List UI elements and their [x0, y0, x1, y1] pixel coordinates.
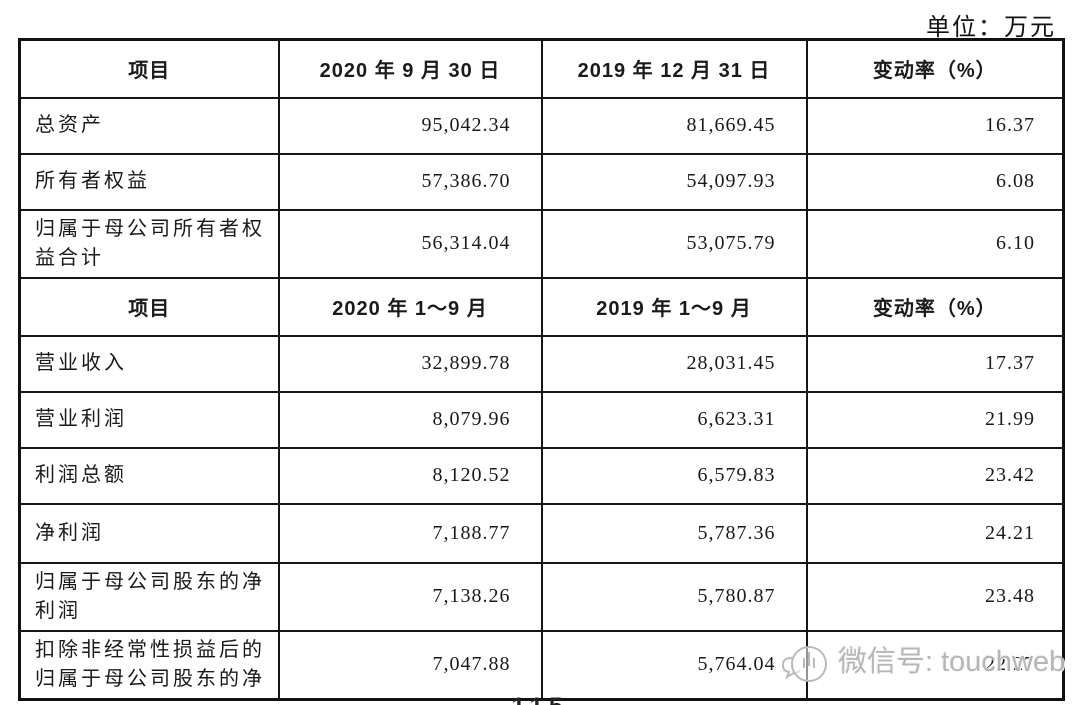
change-cell: 6.10: [805, 208, 1065, 279]
change-cell: 22.27: [805, 629, 1065, 700]
table-row-operating-revenue: 营业收入 32,899.78 28,031.45 17.37: [18, 334, 1065, 393]
item-cell: 归属于母公司所有者权益合计: [18, 208, 280, 279]
table-row-owners-equity: 所有者权益 57,386.70 54,097.93 6.08: [18, 152, 1065, 211]
value-prior-cell: 5,780.87: [540, 561, 808, 632]
value-prior-cell: 6,623.31: [540, 390, 808, 449]
item-cell: 所有者权益: [18, 152, 280, 211]
item-cell: 净利润: [18, 502, 280, 564]
page-number: 115: [0, 693, 1080, 705]
item-cell: 归属于母公司股东的净利润: [18, 561, 280, 632]
value-current-cell: 56,314.04: [277, 208, 543, 279]
value-prior-cell: 6,579.83: [540, 446, 808, 505]
value-current-cell: 57,386.70: [277, 152, 543, 211]
unit-label: 单位：万元: [926, 15, 1056, 41]
financial-summary-table: 项目 2020 年 9 月 30 日 2019 年 12 月 31 日 变动率（…: [18, 38, 1065, 701]
column-header-2019-1-9: 2019 年 1～9 月: [540, 276, 808, 337]
value-current-cell: 7,138.26: [277, 561, 543, 632]
change-cell: 16.37: [805, 96, 1065, 155]
value-prior-cell: 5,764.04: [540, 629, 808, 700]
column-header-item: 项目: [18, 38, 280, 99]
income-header-row: 项目 2020 年 1～9 月 2019 年 1～9 月 变动率（%）: [18, 276, 1065, 337]
change-cell: 23.42: [805, 446, 1065, 505]
column-header-change-rate: 变动率（%）: [805, 38, 1065, 99]
value-current-cell: 7,188.77: [277, 502, 543, 564]
balance-header-row: 项目 2020 年 9 月 30 日 2019 年 12 月 31 日 变动率（…: [18, 38, 1065, 99]
item-cell: 利润总额: [18, 446, 280, 505]
column-header-2019-12-31: 2019 年 12 月 31 日: [540, 38, 808, 99]
item-cell: 营业收入: [18, 334, 280, 393]
table-row-net-profit-attributable-parent: 归属于母公司股东的净利润 7,138.26 5,780.87 23.48: [18, 561, 1065, 632]
column-header-item: 项目: [18, 276, 280, 337]
table-row-net-profit-excluding-nonrecurring: 扣除非经常性损益后的归属于母公司股东的净 7,047.88 5,764.04 2…: [18, 629, 1065, 700]
value-prior-cell: 81,669.45: [540, 96, 808, 155]
change-cell: 6.08: [805, 152, 1065, 211]
value-prior-cell: 53,075.79: [540, 208, 808, 279]
change-cell: 17.37: [805, 334, 1065, 393]
column-header-2020-09-30: 2020 年 9 月 30 日: [277, 38, 543, 99]
value-current-cell: 8,120.52: [277, 446, 543, 505]
item-cell: 营业利润: [18, 390, 280, 449]
table-row-equity-attributable-parent: 归属于母公司所有者权益合计 56,314.04 53,075.79 6.10: [18, 208, 1065, 279]
table-row-operating-profit: 营业利润 8,079.96 6,623.31 21.99: [18, 390, 1065, 449]
table-row-total-profit: 利润总额 8,120.52 6,579.83 23.42: [18, 446, 1065, 505]
table-row-net-profit: 净利润 7,188.77 5,787.36 24.21: [18, 502, 1065, 564]
value-current-cell: 32,899.78: [277, 334, 543, 393]
value-prior-cell: 5,787.36: [540, 502, 808, 564]
value-prior-cell: 28,031.45: [540, 334, 808, 393]
column-header-2020-1-9: 2020 年 1～9 月: [277, 276, 543, 337]
value-current-cell: 95,042.34: [277, 96, 543, 155]
item-cell: 总资产: [18, 96, 280, 155]
change-cell: 23.48: [805, 561, 1065, 632]
value-prior-cell: 54,097.93: [540, 152, 808, 211]
table-row-total-assets: 总资产 95,042.34 81,669.45 16.37: [18, 96, 1065, 155]
value-current-cell: 7,047.88: [277, 629, 543, 700]
change-cell: 24.21: [805, 502, 1065, 564]
value-current-cell: 8,079.96: [277, 390, 543, 449]
change-cell: 21.99: [805, 390, 1065, 449]
item-cell: 扣除非经常性损益后的归属于母公司股东的净: [18, 629, 280, 700]
column-header-change-rate: 变动率（%）: [805, 276, 1065, 337]
